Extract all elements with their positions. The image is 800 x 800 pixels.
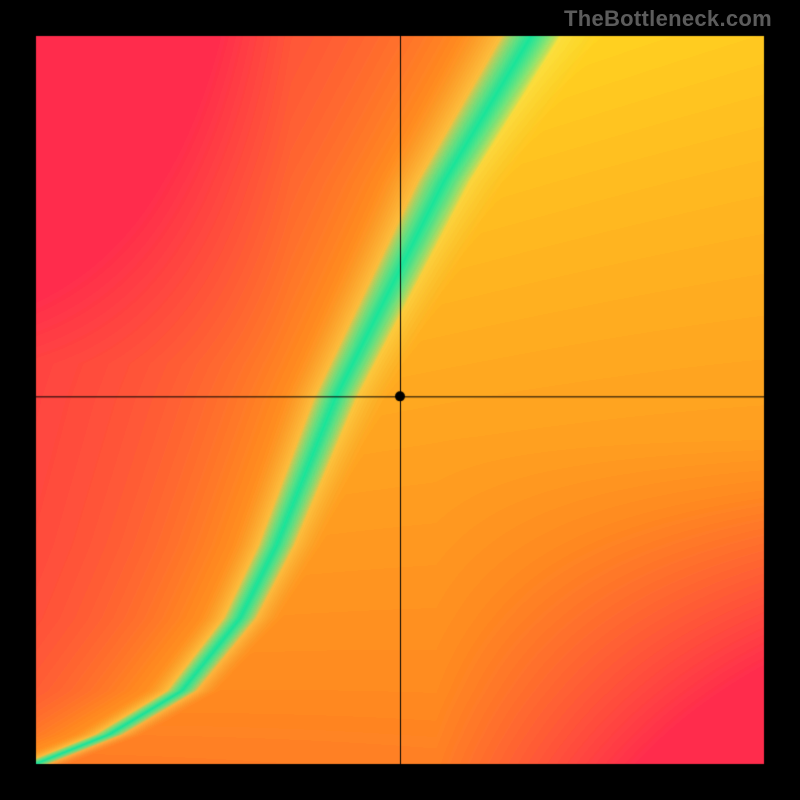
watermark: TheBottleneck.com: [564, 6, 772, 32]
bottleneck-heatmap: [0, 0, 800, 800]
